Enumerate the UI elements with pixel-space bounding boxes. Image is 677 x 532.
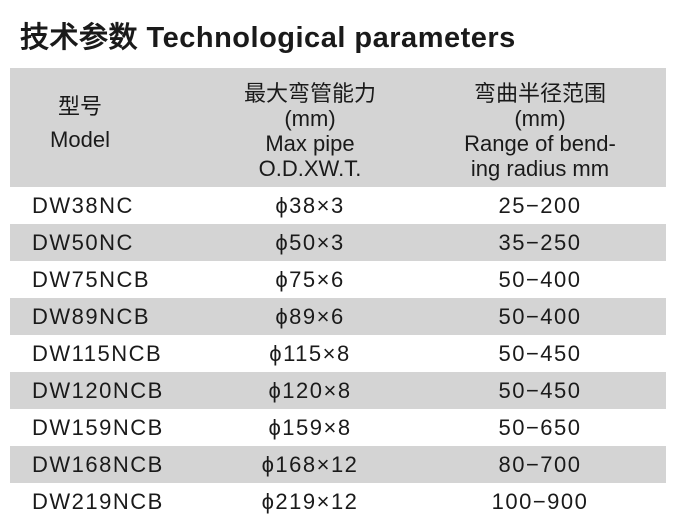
header-line: 最大弯管能力 — [243, 81, 376, 106]
table-row: DW75NCB ϕ75×6 50−400 — [10, 261, 666, 298]
parameters-table: 型号 Model 最大弯管能力 (mm) Max pipe O.D.XW.T. … — [10, 68, 666, 520]
pipe-cell: ϕ50×3 — [275, 230, 345, 255]
table-body: DW38NC ϕ38×3 25−200 DW50NC ϕ50×3 35−250 DW75NC… — [10, 187, 666, 520]
model-cell: DW159NCB — [32, 415, 164, 440]
pipe-cell: ϕ115×8 — [269, 341, 351, 366]
table-row: DW50NC ϕ50×3 35−250 — [10, 224, 666, 261]
table-row: DW219NCB ϕ219×12 100−900 — [10, 483, 666, 520]
radius-cell: 25−200 — [498, 193, 582, 218]
table-header: 型号 Model 最大弯管能力 (mm) Max pipe O.D.XW.T. … — [10, 68, 666, 187]
radius-cell: 50−450 — [498, 341, 582, 366]
table-row: DW168NCB ϕ168×12 80−700 — [10, 446, 666, 483]
radius-cell: 100−900 — [491, 489, 589, 514]
radius-cell: 50−400 — [498, 267, 582, 292]
radius-cell: 50−650 — [498, 415, 582, 440]
table-row: DW89NCB ϕ89×6 50−400 — [10, 298, 666, 335]
header-line: ing radius mm — [470, 156, 610, 181]
model-cell: DW75NCB — [32, 267, 151, 292]
radius-cell: 50−450 — [498, 378, 582, 403]
pipe-cell: ϕ89×6 — [275, 304, 345, 329]
header-line: Max pipe — [265, 131, 355, 156]
header-model-en: Model — [50, 127, 110, 152]
radius-cell: 50−400 — [498, 304, 582, 329]
radius-cell: 35−250 — [498, 230, 582, 255]
table-row: DW120NCB ϕ120×8 50−450 — [10, 372, 666, 409]
pipe-cell: ϕ75×6 — [275, 267, 345, 292]
header-model: 型号 Model — [20, 94, 140, 152]
page-title: 技术参数 Technological parameters — [20, 22, 516, 54]
pipe-cell: ϕ120×8 — [268, 378, 352, 403]
header-line: O.D.XW.T. — [258, 156, 362, 181]
header-line: Range of bend- — [464, 131, 616, 156]
model-cell: DW219NCB — [32, 489, 164, 514]
header-max-pipe: 最大弯管能力 (mm) Max pipe O.D.XW.T. — [210, 81, 410, 181]
header-line: 弯曲半径范围 — [473, 81, 606, 106]
model-cell: DW120NCB — [32, 378, 164, 403]
pipe-cell: ϕ219×12 — [261, 489, 359, 514]
pipe-cell: ϕ159×8 — [268, 415, 352, 440]
pipe-cell: ϕ38×3 — [275, 193, 345, 218]
pipe-cell: ϕ168×12 — [261, 452, 359, 477]
radius-cell: 80−700 — [498, 452, 582, 477]
model-cell: DW115NCB — [32, 341, 163, 366]
header-line: (mm) — [514, 106, 566, 131]
model-cell: DW168NCB — [32, 452, 164, 477]
table-row: DW115NCB ϕ115×8 50−450 — [10, 335, 666, 372]
header-model-cn: 型号 — [57, 94, 102, 119]
table-row: DW159NCB ϕ159×8 50−650 — [10, 409, 666, 446]
model-cell: DW38NC — [32, 193, 134, 218]
model-cell: DW50NC — [32, 230, 134, 255]
header-line: (mm) — [284, 106, 336, 131]
model-cell: DW89NCB — [32, 304, 151, 329]
header-radius: 弯曲半径范围 (mm) Range of bend- ing radius mm — [420, 81, 660, 181]
table-row: DW38NC ϕ38×3 25−200 — [10, 187, 666, 224]
